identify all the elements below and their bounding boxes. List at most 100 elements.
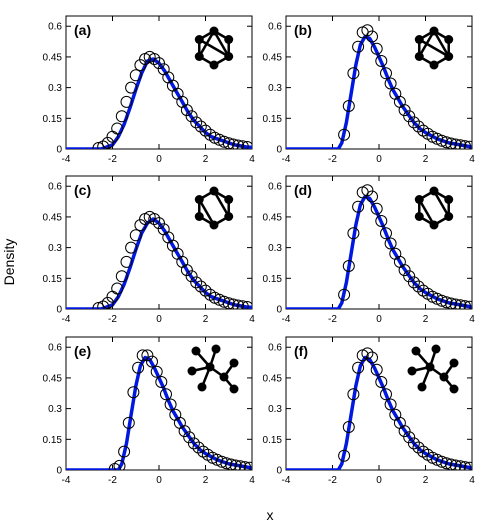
data-point [445, 137, 458, 149]
y-tick-label: 0.15 [43, 435, 63, 446]
x-tick-label: 0 [376, 314, 382, 325]
data-point [435, 134, 448, 147]
x-tick-label: -2 [108, 475, 117, 486]
data-point [403, 270, 416, 283]
icon-node [425, 362, 435, 372]
icon-node [224, 195, 234, 204]
plot-data [286, 347, 472, 470]
icon-node [414, 52, 424, 61]
data-point [125, 81, 138, 94]
data-point [236, 300, 249, 309]
icon-edge [198, 38, 230, 58]
x-tick-label: -2 [328, 475, 337, 486]
icon-node [224, 35, 234, 44]
x-axis-label: x [267, 507, 274, 523]
data-point [449, 298, 462, 309]
x-tick-label: 0 [156, 475, 162, 486]
data-point [218, 135, 231, 148]
icon-node [209, 186, 219, 196]
icon-edge [418, 38, 450, 58]
data-point [445, 458, 458, 470]
data-point [232, 299, 245, 309]
data-point [338, 288, 351, 301]
data-point [412, 120, 425, 133]
icon-node [224, 212, 234, 221]
icon-node [417, 382, 427, 392]
y-tick-label: 0.3 [268, 83, 282, 94]
icon-node [444, 52, 454, 61]
data-point [222, 137, 235, 149]
y-tick-label: 0 [56, 305, 62, 316]
data-point [412, 441, 425, 454]
x-tick-label: -4 [62, 475, 71, 486]
data-point [146, 355, 158, 368]
hexagon-graph-with-cross-edge-icon [194, 26, 234, 70]
y-tick-label: 0.15 [43, 274, 63, 285]
icon-node [194, 52, 204, 61]
icon-node [219, 372, 229, 382]
data-point [92, 302, 105, 309]
x-tick-label: 4 [249, 314, 255, 325]
data-point [115, 270, 128, 283]
y-tick-label: 0.45 [43, 52, 63, 63]
x-tick-label: 4 [249, 475, 255, 486]
icon-node [414, 195, 424, 204]
x-tick-label: 2 [203, 314, 209, 325]
icon-node [407, 366, 417, 376]
y-tick-label: 0.6 [268, 22, 282, 33]
data-point [449, 459, 462, 470]
data-point [463, 461, 472, 470]
x-tick-label: -2 [328, 314, 337, 325]
data-point [454, 299, 467, 309]
data-point [370, 202, 383, 215]
data-point [236, 140, 249, 149]
data-point [459, 461, 471, 470]
panel-label: (c) [74, 182, 91, 198]
x-tick-label: 2 [203, 154, 209, 165]
x-tick-label: 2 [423, 475, 429, 486]
icon-edge [418, 198, 436, 226]
icon-edge [212, 190, 230, 218]
icon-node [194, 195, 204, 204]
data-point [454, 460, 467, 470]
data-point [141, 349, 154, 362]
data-point [190, 116, 203, 129]
icon-node [211, 344, 221, 354]
data-point [361, 24, 374, 37]
icon-node [187, 366, 197, 376]
icon-node [414, 212, 424, 221]
data-point [440, 457, 453, 470]
data-point [234, 460, 247, 470]
panel-b: 0 0.15 0.3 0.45 0.6 -4 -2 0 2 4 (b) [263, 15, 475, 165]
data-point [113, 459, 126, 470]
data-point [232, 139, 245, 149]
data-point [361, 184, 374, 197]
icon-node [194, 35, 204, 44]
x-tick-label: 0 [156, 154, 162, 165]
data-point [229, 459, 242, 470]
data-point [459, 300, 471, 309]
data-point [241, 141, 252, 149]
data-point [148, 213, 161, 225]
x-tick-label: 0 [376, 154, 382, 165]
data-point [366, 351, 378, 364]
y-tick-label: 0.45 [263, 52, 283, 63]
data-point [215, 455, 228, 468]
data-point [120, 255, 133, 268]
data-point [227, 298, 240, 309]
data-point [218, 295, 231, 308]
data-point [380, 388, 392, 401]
data-point [445, 297, 458, 309]
data-point [199, 284, 212, 297]
x-tick-label: 0 [376, 475, 382, 486]
data-point [127, 386, 140, 399]
data-point [136, 349, 149, 362]
data-point [375, 376, 388, 388]
y-tick-label: 0 [56, 466, 62, 477]
plot-data [286, 24, 472, 149]
data-point [407, 276, 420, 289]
y-tick-label: 0.15 [263, 274, 283, 285]
icon-node [414, 35, 424, 44]
icon-node [197, 382, 207, 392]
data-point [375, 55, 388, 67]
